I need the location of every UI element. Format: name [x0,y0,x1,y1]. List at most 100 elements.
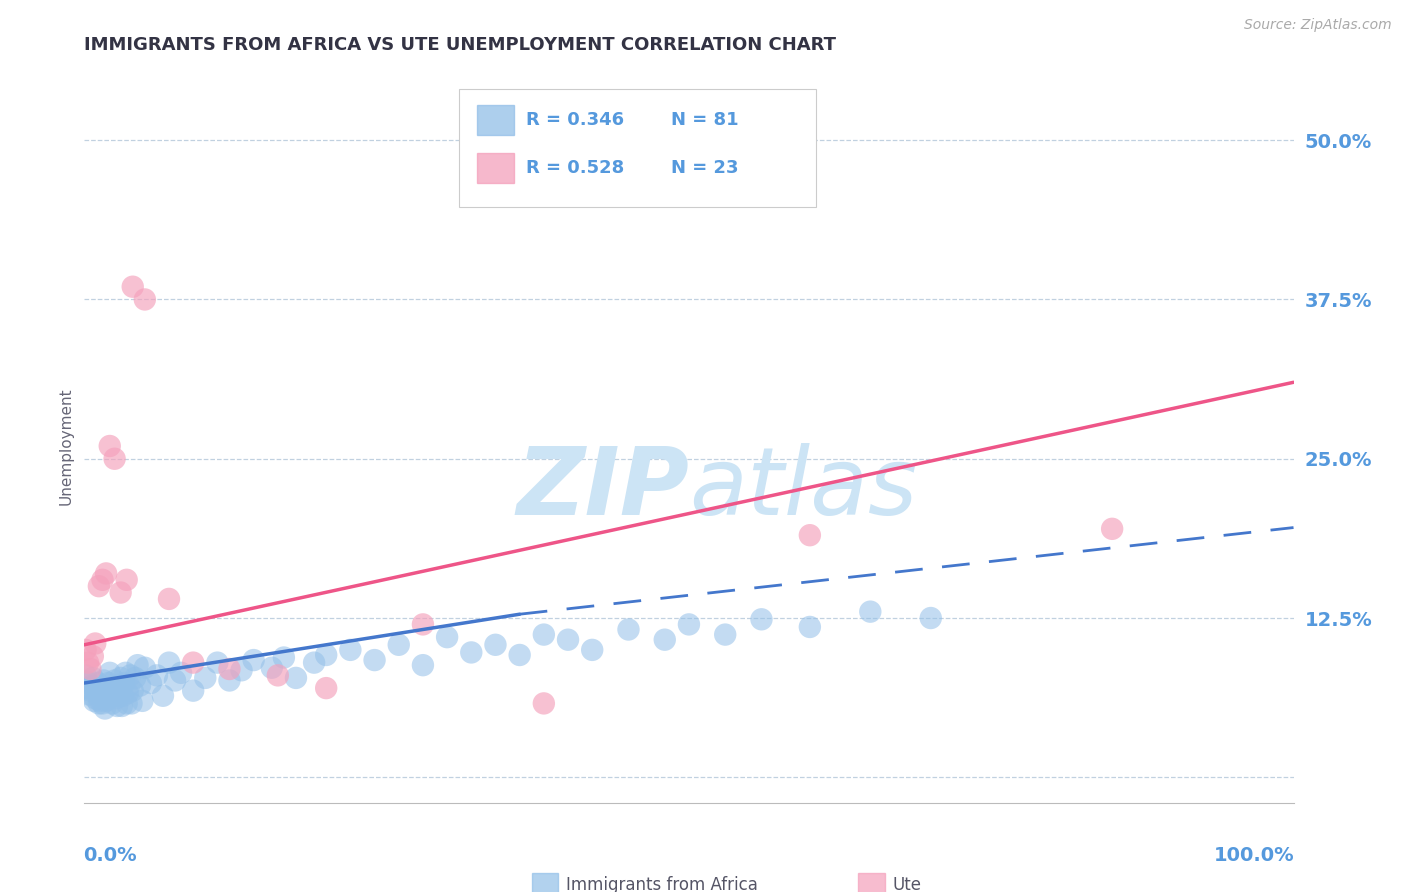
Point [170,665,193,680]
Point [242,653,264,667]
Point [104,451,127,466]
Point [97,676,120,690]
Point [157,591,180,606]
Point [799,528,821,542]
Point [76,674,98,689]
Point [87,697,110,711]
Point [751,612,773,626]
Point [114,665,136,680]
Point [77,688,100,702]
Point [139,676,162,690]
Point [581,643,603,657]
Point [714,627,737,641]
Text: atlas: atlas [689,443,917,534]
Point [103,681,125,695]
Bar [478,105,513,135]
Point [920,611,942,625]
Point [617,623,640,637]
Point [363,653,385,667]
Point [94,701,117,715]
Point [110,671,132,685]
Point [509,648,531,662]
Point [678,617,700,632]
Point [107,679,129,693]
Point [134,293,156,307]
Point [91,573,114,587]
Point [533,697,555,711]
Point [207,656,229,670]
Point [121,697,143,711]
Point [91,697,114,711]
Point [267,668,290,682]
Bar [478,153,513,183]
Point [115,573,138,587]
Text: 100.0%: 100.0% [1215,846,1295,864]
Point [94,694,117,708]
Bar [531,873,558,892]
Point [112,676,135,690]
Point [181,683,204,698]
Point [157,656,180,670]
Point [284,671,308,685]
Point [110,585,132,599]
Point [412,658,434,673]
Point [799,620,821,634]
Point [79,683,101,698]
Point [231,663,253,677]
Text: Immigrants from Africa: Immigrants from Africa [565,876,758,892]
Text: Ute: Ute [891,876,921,892]
Point [302,656,325,670]
Point [412,617,434,632]
Point [260,661,283,675]
Point [90,689,112,703]
Point [89,694,111,708]
Point [87,579,110,593]
Point [218,662,240,676]
Point [315,648,337,662]
Point [533,627,555,641]
Point [101,697,124,711]
Point [104,673,127,688]
Point [134,661,156,675]
Point [104,691,127,706]
Point [460,645,482,659]
Point [112,689,135,703]
Point [146,668,169,682]
Point [152,689,174,703]
Point [82,671,104,685]
Point [388,638,411,652]
Point [1101,522,1123,536]
Point [557,632,579,647]
Point [339,643,361,657]
Bar [858,873,884,892]
Point [436,630,458,644]
Point [86,676,108,690]
Point [315,681,337,695]
Point [181,656,204,670]
Point [218,673,240,688]
Point [117,686,139,700]
Point [111,698,134,713]
Point [859,605,882,619]
Point [79,662,101,676]
Point [75,643,97,657]
Point [484,638,506,652]
Text: N = 81: N = 81 [671,111,738,128]
Text: R = 0.528: R = 0.528 [526,159,624,177]
Point [120,668,142,682]
Point [98,665,121,680]
Y-axis label: Unemployment: Unemployment [58,387,73,505]
Point [127,658,149,673]
Text: ZIP: ZIP [516,442,689,535]
Point [129,679,152,693]
Point [100,689,122,703]
Point [118,679,141,693]
Point [108,689,131,703]
Point [124,671,146,685]
Point [105,698,128,713]
Point [121,279,143,293]
Point [131,694,153,708]
Text: 0.0%: 0.0% [83,846,136,864]
Point [98,439,121,453]
Point [75,668,97,682]
